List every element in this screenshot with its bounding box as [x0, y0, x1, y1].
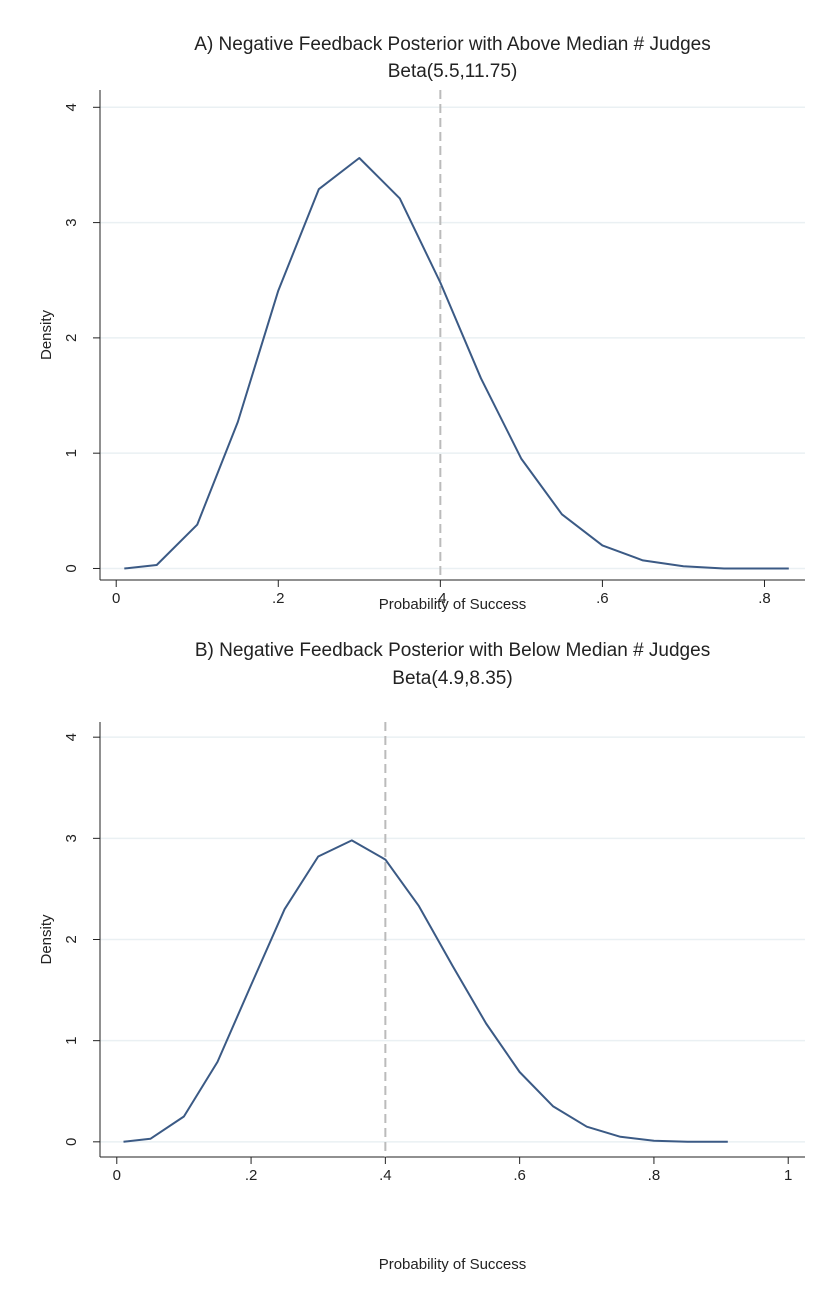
y-tick-label: 2: [63, 935, 80, 943]
y-tick-label: 3: [63, 218, 80, 226]
density-curve: [124, 157, 789, 570]
x-axis-label: Probability of Success: [379, 596, 527, 613]
y-tick-label: 0: [63, 1138, 80, 1146]
chart-subtitle: Beta(4.9,8.35): [392, 668, 512, 689]
x-tick-label: .6: [596, 590, 609, 607]
x-tick-label: .2: [272, 590, 285, 607]
y-tick-label: 4: [63, 733, 80, 741]
x-tick-label: 0: [112, 590, 120, 607]
density-curve: [123, 839, 728, 1143]
y-tick-label: 4: [63, 103, 80, 111]
y-tick-label: 2: [63, 334, 80, 342]
x-tick-label: .4: [434, 590, 447, 607]
x-axis-label: Probability of Success: [379, 1256, 527, 1273]
x-tick-label: .4: [379, 1167, 392, 1184]
y-tick-label: 0: [63, 564, 80, 572]
x-tick-label: 1: [784, 1167, 792, 1184]
chart-title: A) Negative Feedback Posterior with Abov…: [194, 34, 710, 55]
x-tick-label: .8: [648, 1167, 661, 1184]
y-axis-label: Density: [38, 914, 55, 965]
x-tick-label: .6: [513, 1167, 526, 1184]
chart-title: B) Negative Feedback Posterior with Belo…: [195, 640, 710, 661]
x-tick-label: .2: [245, 1167, 258, 1184]
y-axis-label: Density: [38, 309, 55, 360]
y-tick-label: 1: [63, 1036, 80, 1044]
chart-subtitle: Beta(5.5,11.75): [388, 61, 518, 82]
y-tick-label: 3: [63, 834, 80, 842]
y-tick-label: 1: [63, 449, 80, 457]
x-tick-label: .8: [758, 590, 771, 607]
x-tick-label: 0: [113, 1167, 121, 1184]
